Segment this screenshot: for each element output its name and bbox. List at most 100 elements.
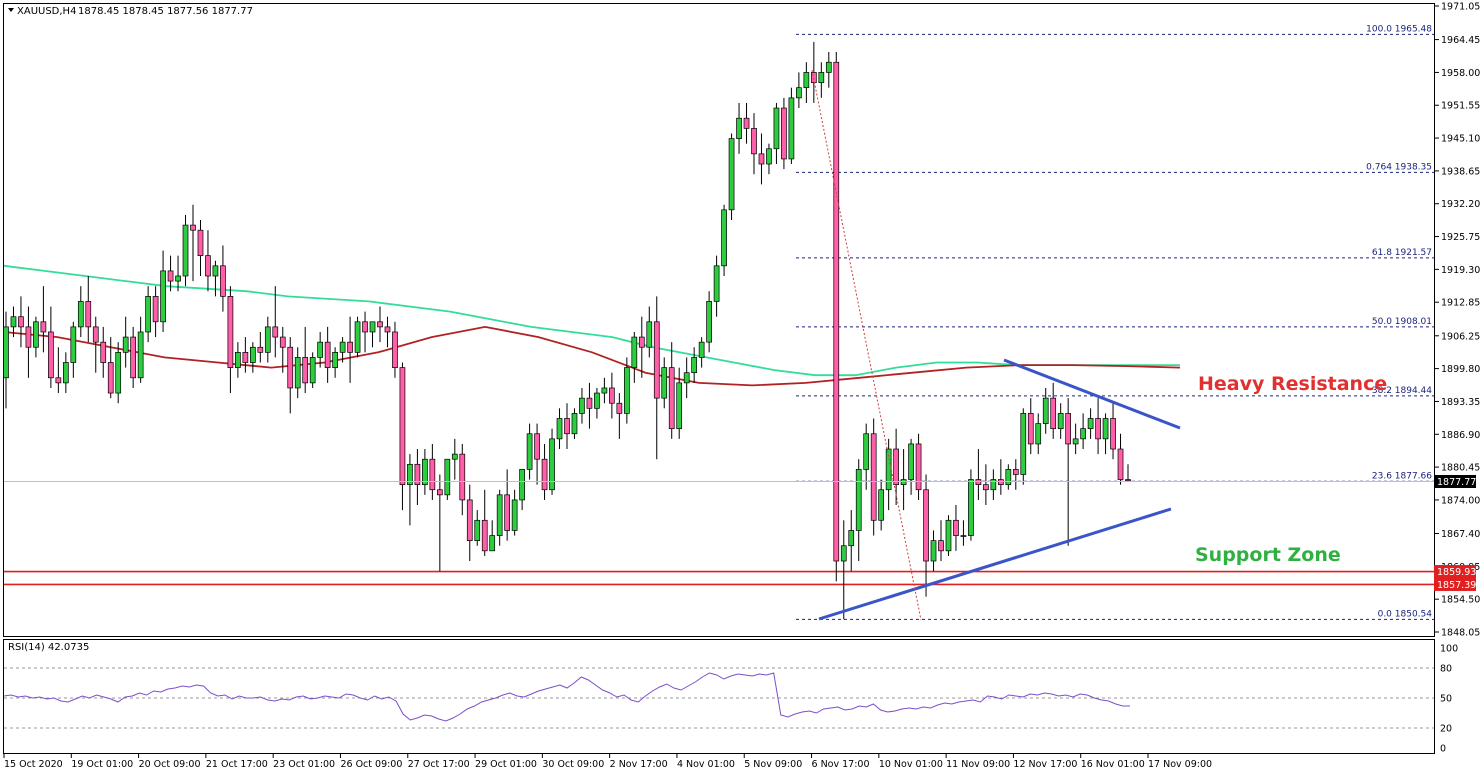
bear-candle [362,321,368,333]
bear-candle [279,336,286,348]
bull-candle [264,326,271,353]
rsi-level-label: 20 [1440,724,1452,735]
bull-candle [885,448,892,491]
bear-candle [810,72,817,83]
bull-candle [70,326,77,363]
bear-candle [751,128,757,155]
bull-candle [10,316,17,328]
bear-candle [347,341,353,353]
bull-candle [571,413,578,435]
bear-candle [1095,418,1101,440]
bear-candle [609,387,615,404]
candles [3,41,1131,620]
bear-candle [429,458,436,491]
support-tag [1434,577,1476,591]
dropdown-arrow-icon[interactable] [8,8,14,12]
fib-label: 61.8 1921.57 [1372,248,1432,258]
bear-candle [85,301,92,328]
bull-candle [294,357,301,389]
bear-candle [205,255,211,277]
moving-averages [3,264,1181,387]
bear-candle [983,484,989,491]
bull-candle [145,296,151,333]
bear-candle [459,453,466,501]
bull-candle [182,224,189,277]
price-tick-label: 1919.30 [1441,265,1480,276]
bear-candle [1125,479,1131,482]
bear-candle [414,463,421,486]
bull-candle [1005,469,1012,486]
bull-candle [818,72,825,83]
time-label: 12 Nov 17:00 [1013,759,1077,770]
bull-candle [930,540,937,562]
bear-candle [399,367,406,486]
bear-candle [48,331,54,379]
bear-candle [743,117,750,129]
fib-label: 38.2 1894.44 [1372,386,1432,396]
bear-candle [915,443,922,491]
bear-candle [392,331,398,368]
bull-candle [1035,423,1042,445]
price-tick-label: 1964.45 [1441,35,1480,46]
bull-candle [721,209,727,267]
bear-candle [40,321,47,333]
bear-candle [257,346,264,353]
bear-candle [55,377,62,384]
bull-candle [825,61,832,73]
bull-candle [623,367,630,414]
bear-candle [638,336,645,348]
bear-candle [302,357,309,384]
bull-candle [631,336,638,368]
bear-candle [324,341,331,368]
bull-candle [496,494,503,536]
support-tag [1434,565,1476,579]
bull-candle [422,458,428,486]
bull-candle [1102,418,1109,440]
fib-label: 50.0 1908.01 [1372,317,1432,327]
bull-candle [900,479,907,486]
bear-candle [272,326,279,338]
bear-candle [1110,418,1116,450]
bull-candle [713,265,720,302]
bear-candle [893,448,899,486]
bull-candle [601,387,608,394]
bull-candle [549,438,555,491]
price-tick-label: 1867.40 [1441,529,1480,540]
time-label: 21 Oct 17:00 [206,759,268,770]
bear-candle [953,519,959,536]
bull-candle [407,463,413,486]
bull-candle [212,265,219,277]
bull-candle [736,117,742,139]
bull-candle [1057,413,1064,430]
bear-candle [586,397,593,409]
time-label: 19 Oct 01:00 [71,759,133,770]
fibonacci-levels: 100.0 1965.48 0.764 1938.35 61.8 1921.57 50… [796,24,1434,620]
rsi-panel-border [3,639,1435,754]
bull-candle [317,341,324,358]
symbol-label: XAUUSD,H4 [17,6,76,17]
bull-candle [137,331,144,379]
bear-candle [541,458,548,491]
bear-candle [107,362,114,394]
bear-candle [92,326,99,343]
bull-candle [683,372,690,384]
bull-candle [698,341,705,358]
bear-candle [25,326,32,348]
bull-candle [1042,397,1049,424]
time-label: 26 Oct 09:00 [340,759,402,770]
bull-candle [691,357,698,374]
support-lines: 1859.93 1857.39 [4,565,1476,591]
bull-candle [332,351,338,368]
bull-candle [77,301,84,328]
time-label: 27 Oct 17:00 [408,759,470,770]
bull-candle [526,433,533,470]
bear-candle [1117,448,1124,480]
bear-candle [220,265,226,297]
price-tick-label: 1951.55 [1441,101,1480,112]
bull-candle [676,382,683,430]
bear-candle [781,107,787,160]
bull-candle [646,321,653,348]
bull-candle [1080,428,1086,440]
bear-candle [1050,397,1057,430]
